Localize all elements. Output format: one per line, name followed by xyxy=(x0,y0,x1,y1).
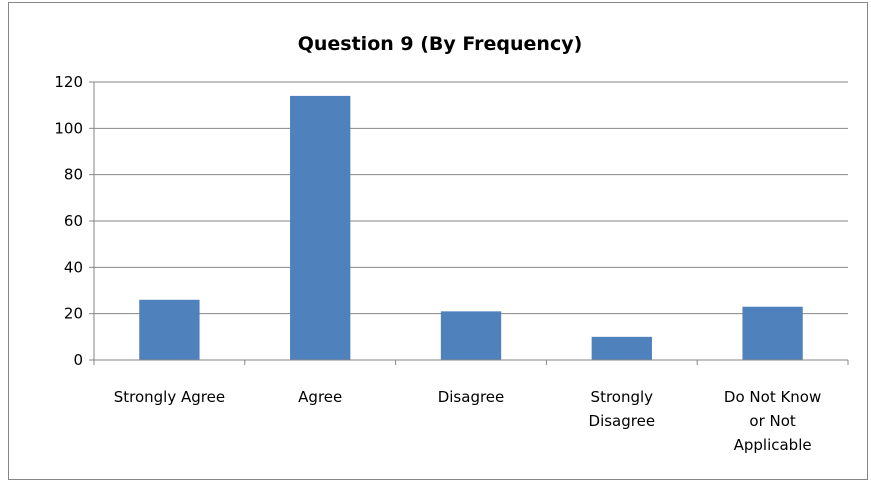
x-tick-label: Agree xyxy=(298,388,342,406)
bars xyxy=(139,95,803,361)
bar xyxy=(440,311,502,360)
bar xyxy=(139,299,200,360)
y-tick-label: 120 xyxy=(54,73,83,91)
x-tick-label: Do Not Know or Not Applicable xyxy=(724,388,821,454)
x-tick-label: Strongly Disagree xyxy=(589,388,656,430)
x-tick-label-line: Strongly Agree xyxy=(114,388,225,406)
x-tick-label-line: Disagree xyxy=(589,412,656,430)
x-tick-label-line: Disagree xyxy=(438,388,505,406)
y-tick-label: 40 xyxy=(64,258,83,276)
y-tick-label: 80 xyxy=(64,166,83,184)
x-tick-label-line: Do Not Know xyxy=(724,388,821,406)
y-axis: 0 20 40 60 80 100 120 xyxy=(54,73,95,369)
y-tick-label: 0 xyxy=(73,351,83,369)
bar xyxy=(290,95,351,361)
x-tick-label-line: Applicable xyxy=(734,436,812,454)
bar xyxy=(742,306,803,360)
y-tick-label: 60 xyxy=(64,212,83,230)
x-tick-label-line: Agree xyxy=(298,388,342,406)
y-tick-label: 20 xyxy=(64,305,83,323)
y-tick-label: 100 xyxy=(54,119,83,137)
chart-title: Question 9 (By Frequency) xyxy=(298,33,583,55)
x-axis: Strongly Agree Agree Disagree Strongly Disag… xyxy=(93,359,849,454)
gridlines xyxy=(94,81,848,315)
x-tick-label: Disagree xyxy=(438,388,505,406)
x-tick-label-line: Strongly xyxy=(591,388,654,406)
bar xyxy=(591,336,652,360)
x-tick-label: Strongly Agree xyxy=(114,388,225,406)
x-tick-label-line: or Not xyxy=(749,412,796,430)
